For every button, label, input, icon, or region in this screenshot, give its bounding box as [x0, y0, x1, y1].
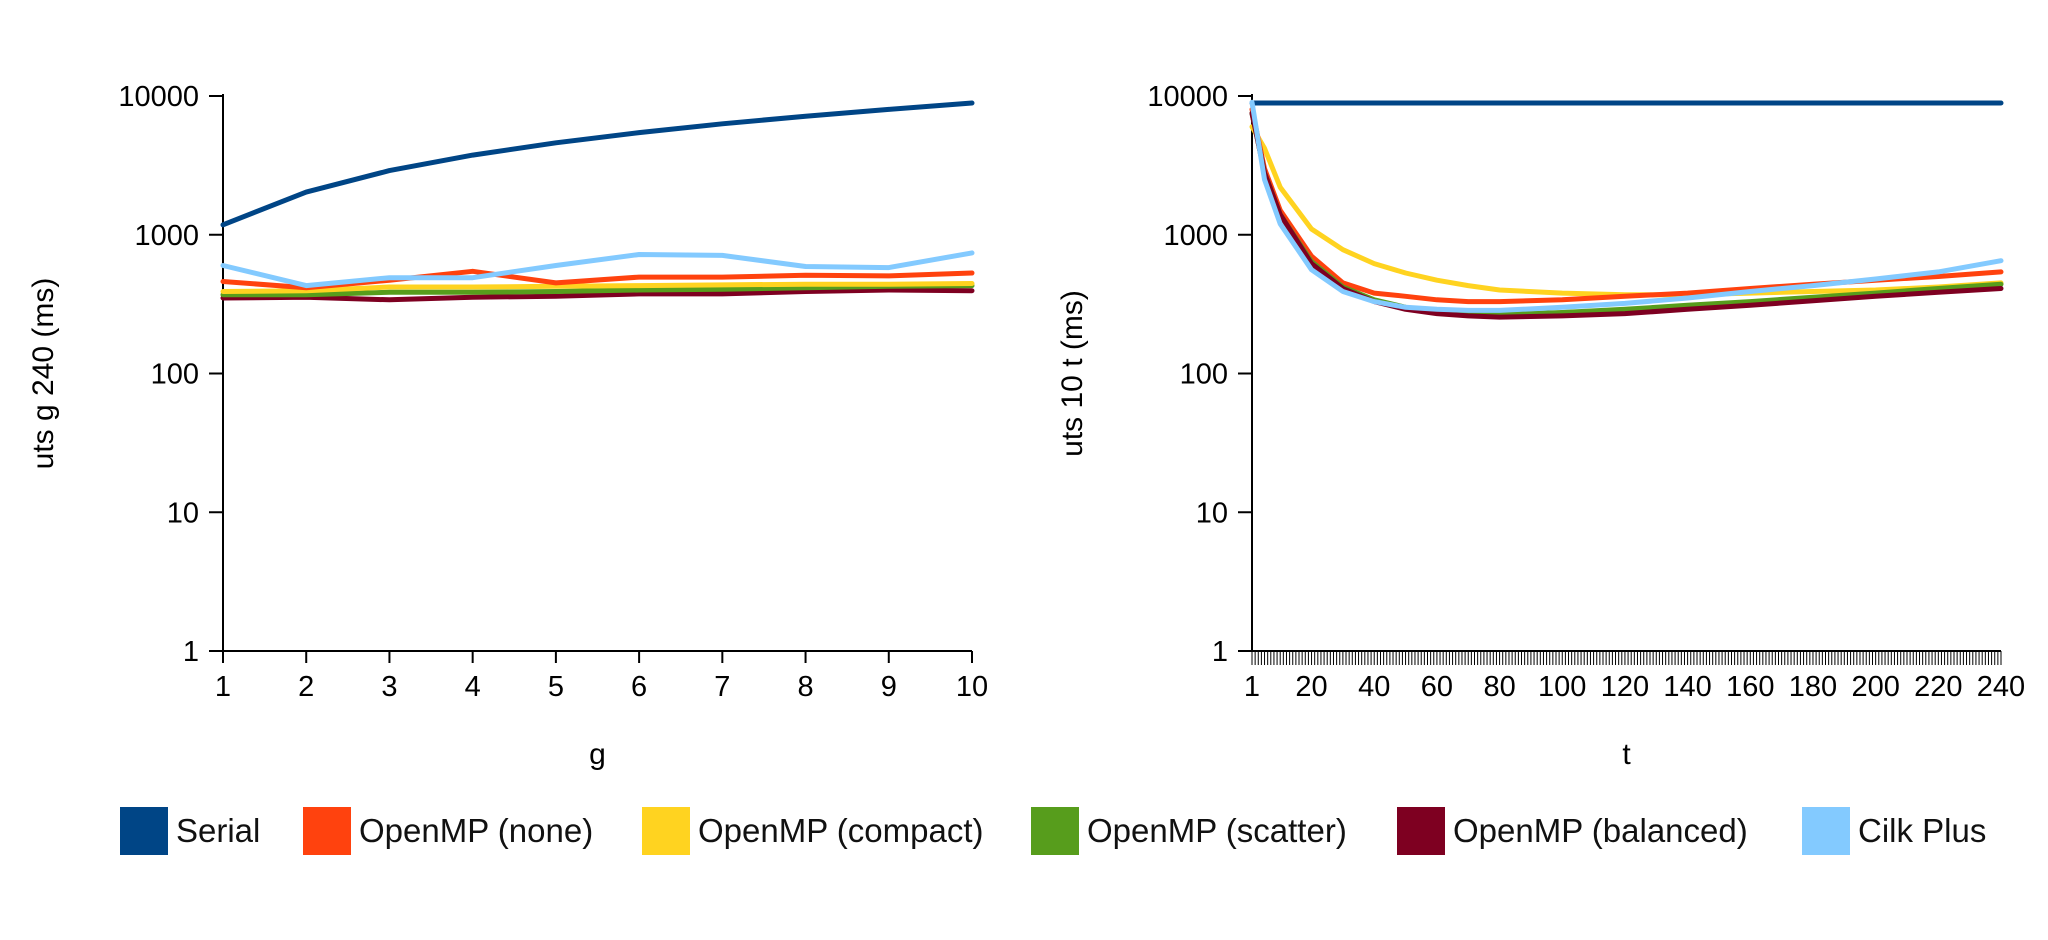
series-line-openmp-compact [1249, 124, 2004, 298]
x-tick-label: 6 [631, 671, 647, 703]
series-line-openmp-balanced [220, 287, 975, 303]
chart-left: 10000 1000 100 10 11 2 3 4 5 6 7 8 9 10 g uts g 240 (ms… [27, 81, 988, 771]
legend-item: OpenMP (compact) [642, 806, 984, 856]
legend-swatch [1802, 807, 1850, 855]
x-tick-label: 220 [1914, 671, 1962, 703]
x-tick-label: 8 [797, 671, 813, 703]
series-line-openmp-scatter [1249, 110, 2004, 318]
x-tick-label: 40 [1358, 671, 1390, 703]
legend-item: Serial [120, 806, 260, 856]
x-tick-label: 160 [1726, 671, 1774, 703]
legend-label: OpenMP (none) [359, 812, 594, 849]
x-tick-label: 180 [1789, 671, 1837, 703]
legend-label: OpenMP (compact) [698, 812, 984, 849]
x-tick-label: 20 [1295, 671, 1327, 703]
y-tick-label: 100 [1180, 359, 1228, 391]
series-line-openmp-scatter [220, 283, 975, 298]
series-line-openmp-none [1249, 106, 2004, 305]
x-tick-label: 60 [1421, 671, 1453, 703]
x-axis-label: g [589, 738, 606, 771]
x-tick-label: 3 [381, 671, 397, 703]
x-tick-label: 2 [298, 671, 314, 703]
x-tick-label: 140 [1663, 671, 1711, 703]
x-tick-label: 10 [956, 671, 988, 703]
y-tick-label: 1000 [134, 220, 199, 252]
legend-label: Serial [176, 812, 261, 849]
y-tick-label: 10000 [118, 81, 199, 113]
x-axis-label: t [1622, 738, 1631, 771]
series-line-serial [220, 100, 975, 228]
x-tick-label: 4 [465, 671, 481, 703]
y-tick-label: 1000 [1163, 220, 1228, 252]
series-line-cilk-plus [220, 250, 975, 289]
x-tick-label: 120 [1601, 671, 1649, 703]
legend-item: Cilk Plus [1802, 806, 1986, 856]
y-tick-label: 1 [1212, 636, 1228, 668]
series-line-openmp-compact [220, 281, 975, 294]
x-tick-label: 200 [1851, 671, 1899, 703]
legend-swatch [120, 807, 168, 855]
x-tick-label: 7 [714, 671, 730, 703]
x-tick-label: 1 [215, 671, 231, 703]
x-tick-label: 100 [1538, 671, 1586, 703]
legend-swatch [642, 807, 690, 855]
series-line-openmp-balanced [1249, 110, 2004, 320]
legend-label: OpenMP (balanced) [1453, 812, 1748, 849]
y-tick-label: 10 [167, 497, 199, 529]
legend-item: OpenMP (balanced) [1397, 806, 1748, 856]
y-axis-label: uts 10 t (ms) [1056, 290, 1089, 457]
legend-swatch [1397, 807, 1445, 855]
legend: Serial OpenMP (none) OpenMP (compact) OpenM… [120, 806, 2000, 866]
legend-swatch [1031, 807, 1079, 855]
y-tick-label: 10 [1196, 497, 1228, 529]
series-line-cilk-plus [1249, 99, 2004, 313]
x-tick-label: 9 [881, 671, 897, 703]
legend-item: OpenMP (scatter) [1031, 806, 1347, 856]
y-tick-label: 10000 [1147, 81, 1228, 113]
x-tick-label: 5 [548, 671, 564, 703]
legend-item: OpenMP (none) [303, 806, 593, 856]
legend-label: Cilk Plus [1858, 812, 1987, 849]
x-tick-label: 80 [1483, 671, 1515, 703]
y-tick-label: 100 [151, 359, 199, 391]
y-tick-label: 1 [183, 636, 199, 668]
x-tick-label: 1 [1244, 671, 1260, 703]
legend-swatch [303, 807, 351, 855]
x-tick-label: 240 [1977, 671, 2025, 703]
y-axis-label: uts g 240 (ms) [27, 278, 60, 470]
legend-label: OpenMP (scatter) [1087, 812, 1347, 849]
